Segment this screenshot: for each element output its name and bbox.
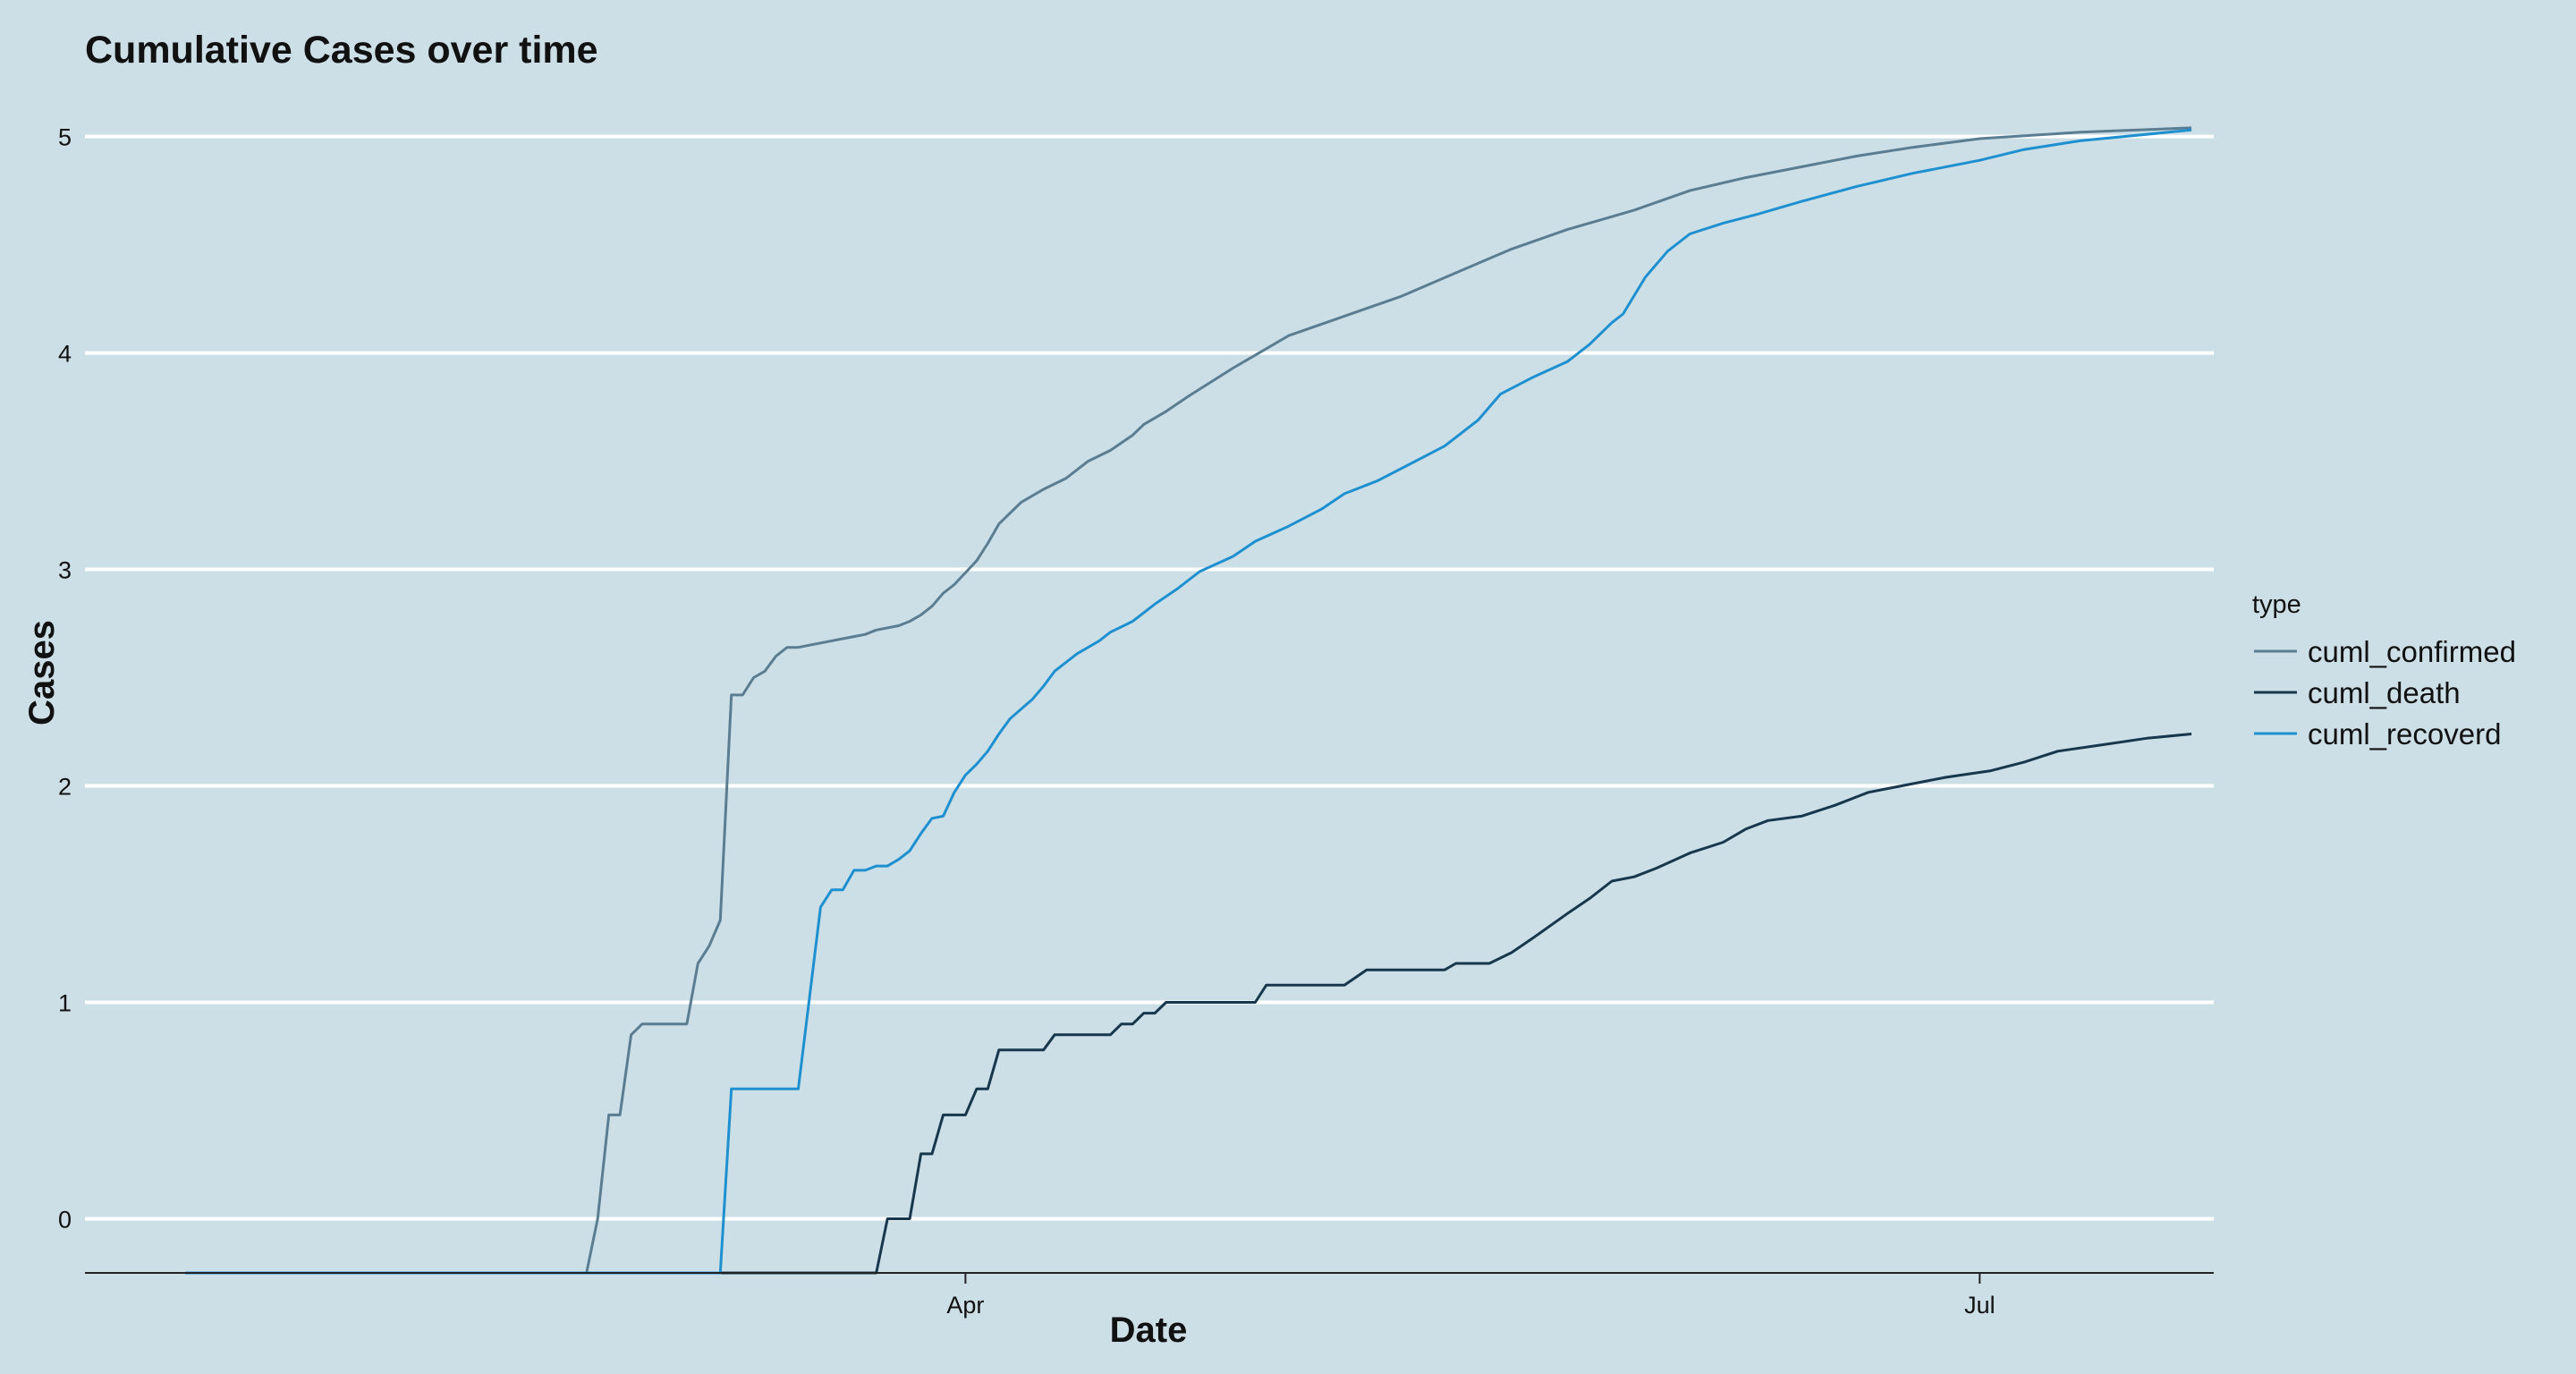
legend-label: cuml_recoverd bbox=[2308, 717, 2501, 751]
x-tick-label: Jul bbox=[1964, 1292, 1996, 1319]
series-line-cuml-recoverd bbox=[185, 128, 2192, 1275]
y-tick-label: 0 bbox=[58, 1207, 72, 1234]
legend: type cuml_confirmed cuml_death cuml_recove… bbox=[2252, 590, 2516, 751]
series-lines bbox=[185, 126, 2192, 1275]
legend-items: cuml_confirmed cuml_death cuml_recoverd bbox=[2254, 635, 2516, 751]
x-tick-label: Apr bbox=[946, 1292, 984, 1319]
legend-label: cuml_death bbox=[2308, 676, 2461, 709]
y-tick-label: 2 bbox=[58, 774, 72, 801]
legend-label: cuml_confirmed bbox=[2308, 635, 2516, 668]
y-tick-label: 3 bbox=[58, 557, 72, 584]
x-axis-ticks: Apr Jul bbox=[946, 1273, 1996, 1319]
y-tick-label: 4 bbox=[58, 341, 72, 368]
y-axis-ticks: 0 1 2 3 4 5 bbox=[58, 124, 72, 1234]
series-line-cuml-death bbox=[185, 733, 2192, 1275]
y-tick-label: 5 bbox=[58, 124, 72, 151]
chart-title: Cumulative Cases over time bbox=[85, 29, 598, 72]
y-tick-label: 1 bbox=[58, 990, 72, 1017]
legend-title: type bbox=[2252, 590, 2301, 619]
series-line-cuml-confirmed bbox=[185, 126, 2192, 1275]
y-axis-label: Cases bbox=[22, 620, 62, 725]
gridlines bbox=[85, 134, 2214, 1221]
x-axis-label: Date bbox=[1110, 1310, 1188, 1350]
